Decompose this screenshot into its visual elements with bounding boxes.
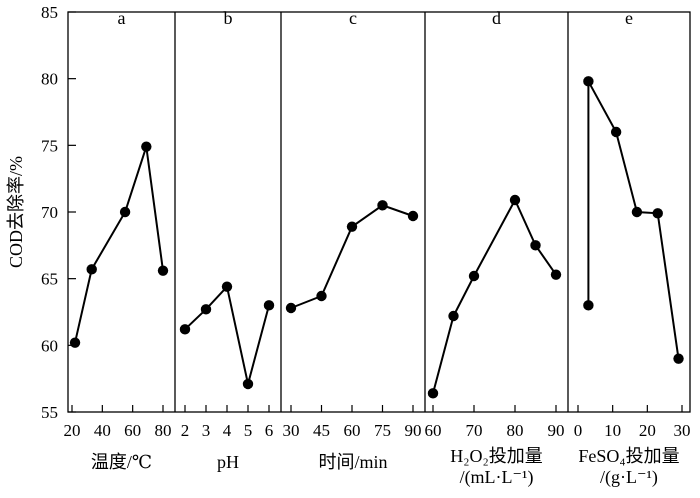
- x-tick-label: 45: [313, 421, 330, 440]
- y-tick-label: 75: [41, 136, 58, 155]
- data-point-c: [316, 290, 327, 302]
- data-point-d: [448, 310, 459, 322]
- data-point-e: [610, 126, 622, 138]
- y-tick-label: 80: [41, 70, 58, 89]
- data-point-e: [673, 353, 684, 364]
- x-tick-label: 90: [548, 421, 565, 440]
- x-axis-label-e: FeSO₄投加量/(g·L⁻¹): [578, 446, 679, 488]
- y-tick-label: 70: [41, 203, 58, 222]
- data-point-d: [530, 240, 541, 251]
- data-point-d: [550, 269, 562, 280]
- x-tick-label: 60: [344, 421, 361, 440]
- data-point-c: [346, 221, 358, 232]
- x-tick-label: 30: [283, 421, 300, 440]
- data-point-d: [509, 194, 521, 206]
- data-point-b: [242, 378, 254, 390]
- x-tick-label: 20: [639, 421, 656, 440]
- x-tick-label: 80: [507, 421, 524, 440]
- x-tick-label: 40: [94, 421, 111, 440]
- panel-letter-b: b: [224, 8, 233, 28]
- data-point-a: [69, 337, 81, 348]
- x-axis-label-d: H₂O₂投加量/(mL·L⁻¹): [450, 446, 543, 488]
- x-tick-label: 70: [466, 421, 483, 440]
- y-axis-label: COD去除率/%: [6, 156, 26, 268]
- x-tick-label: 75: [374, 421, 391, 440]
- data-point-d: [427, 388, 439, 399]
- series-line-e: [587, 80, 680, 359]
- y-tick-label: 65: [41, 270, 58, 289]
- data-point-a: [119, 206, 131, 218]
- x-axis-label-c: 时间/min: [318, 452, 387, 472]
- x-tick-label: 4: [223, 421, 232, 440]
- x-tick-label: 6: [265, 421, 274, 440]
- panel-letter-e: e: [625, 8, 633, 28]
- x-tick-label: 10: [604, 421, 621, 440]
- data-point-a: [86, 264, 97, 275]
- x-axis-label-a: 温度/℃: [91, 452, 152, 472]
- series: [69, 76, 684, 399]
- series-line-a: [74, 146, 164, 343]
- data-point-c: [285, 302, 297, 314]
- data-point-d: [468, 270, 480, 282]
- x-tick-label: 80: [155, 421, 172, 440]
- x-tick-label: 60: [425, 421, 442, 440]
- x-tick-label: 0: [574, 421, 583, 440]
- data-point-e: [652, 208, 663, 219]
- x-tick-label: 60: [124, 421, 141, 440]
- x-tick-label: 5: [244, 421, 253, 440]
- data-point-b: [179, 324, 191, 335]
- x-tick-label: 90: [405, 421, 422, 440]
- x-axis-label-b: pH: [217, 452, 239, 472]
- series-line-d: [432, 197, 557, 394]
- x-tick-label: 20: [64, 421, 81, 440]
- data-point-b: [263, 300, 275, 311]
- panel-letter-c: c: [349, 8, 357, 28]
- data-point-a: [141, 141, 152, 152]
- data-point-e: [631, 206, 643, 218]
- plot-frame: [67, 11, 691, 413]
- data-point-c: [407, 210, 419, 222]
- panel-letter-d: d: [492, 8, 501, 28]
- axes: [67, 11, 691, 413]
- data-point-b: [221, 281, 233, 292]
- data-point-a: [157, 265, 169, 276]
- data-point-e: [583, 76, 594, 87]
- series-line-b: [184, 284, 270, 385]
- y-tick-label: 60: [41, 336, 58, 355]
- x-tick-label: 3: [202, 421, 211, 440]
- x-tick-label: 2: [181, 421, 190, 440]
- panel-letter-a: a: [118, 8, 126, 28]
- data-point-c: [377, 200, 388, 211]
- data-point-b: [200, 304, 212, 315]
- x-tick-label: 30: [674, 421, 691, 440]
- y-tick-label: 85: [41, 3, 58, 22]
- y-tick-label: 55: [41, 403, 58, 422]
- series-line-c: [290, 204, 414, 309]
- data-point-e: [583, 300, 594, 311]
